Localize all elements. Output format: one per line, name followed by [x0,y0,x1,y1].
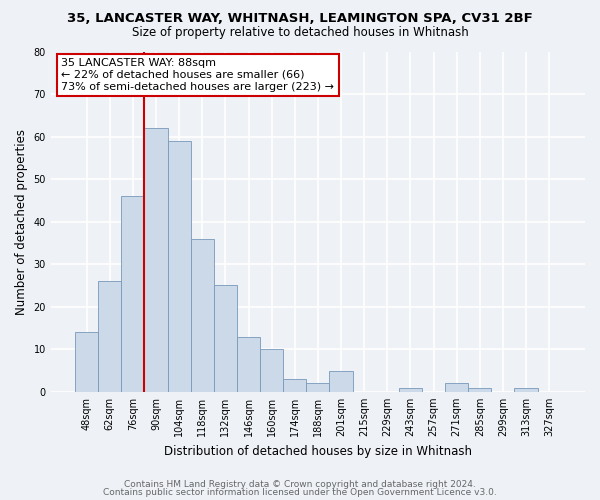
Bar [167,141,191,392]
Bar [514,388,538,392]
Bar [98,281,121,392]
Bar [468,388,491,392]
Text: 35 LANCASTER WAY: 88sqm
← 22% of detached houses are smaller (66)
73% of semi-de: 35 LANCASTER WAY: 88sqm ← 22% of detache… [61,58,334,92]
Bar [121,196,145,392]
Bar [283,379,307,392]
X-axis label: Distribution of detached houses by size in Whitnash: Distribution of detached houses by size … [164,444,472,458]
Bar [399,388,422,392]
Text: 35, LANCASTER WAY, WHITNASH, LEAMINGTON SPA, CV31 2BF: 35, LANCASTER WAY, WHITNASH, LEAMINGTON … [67,12,533,26]
Bar [145,128,167,392]
Text: Size of property relative to detached houses in Whitnash: Size of property relative to detached ho… [131,26,469,39]
Text: Contains HM Land Registry data © Crown copyright and database right 2024.: Contains HM Land Registry data © Crown c… [124,480,476,489]
Bar [214,286,237,392]
Bar [237,336,260,392]
Bar [307,384,329,392]
Bar [260,350,283,392]
Bar [75,332,98,392]
Bar [445,384,468,392]
Y-axis label: Number of detached properties: Number of detached properties [15,128,28,314]
Bar [329,370,353,392]
Bar [191,238,214,392]
Text: Contains public sector information licensed under the Open Government Licence v3: Contains public sector information licen… [103,488,497,497]
